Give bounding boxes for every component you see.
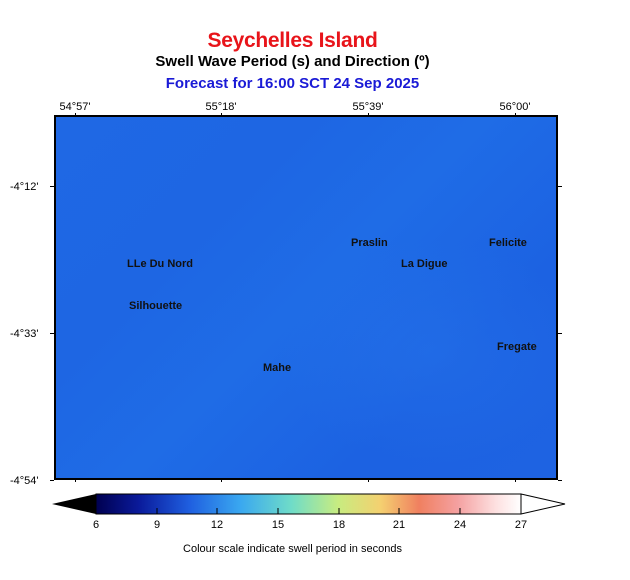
scale-label-18: 18 <box>332 519 346 531</box>
tick-left-1 <box>50 186 54 187</box>
place-lle-du-nord: LLe Du Nord <box>127 258 193 270</box>
colour-scale-ticks <box>95 508 522 514</box>
tick-bottom-3 <box>368 478 369 482</box>
tick-left-3 <box>50 480 54 481</box>
tick-right-1 <box>558 186 562 187</box>
map-subtitle: Swell Wave Period (s) and Direction (º) <box>155 53 430 70</box>
tick-top-1 <box>75 113 76 117</box>
lon-label-2: 55°18' <box>205 101 237 113</box>
scale-label-6: 6 <box>92 519 100 531</box>
tick-top-3 <box>368 113 369 117</box>
lon-label-1: 54°57' <box>59 101 91 113</box>
colour-scale-caption: Colour scale indicate swell period in se… <box>183 543 402 555</box>
tick-right-2 <box>558 333 562 334</box>
place-fregate: Fregate <box>497 341 537 353</box>
swell-period-field <box>56 117 556 478</box>
scale-label-24: 24 <box>453 519 467 531</box>
scale-label-12: 12 <box>210 519 224 531</box>
map-panel <box>54 115 558 480</box>
colour-scale-bar <box>52 493 566 515</box>
tick-bottom-4 <box>515 478 516 482</box>
place-felicite: Felicite <box>489 237 527 249</box>
colour-scale-gradient <box>95 493 522 515</box>
place-praslin: Praslin <box>351 237 388 249</box>
colour-scale-max-arrow <box>520 493 566 515</box>
tick-top-4 <box>515 113 516 117</box>
place-la-digue: La Digue <box>401 258 448 270</box>
scale-label-27: 27 <box>514 519 528 531</box>
tick-bottom-1 <box>75 478 76 482</box>
scale-label-15: 15 <box>271 519 285 531</box>
tick-top-2 <box>221 113 222 117</box>
lon-label-3: 55°39' <box>352 101 384 113</box>
scale-label-21: 21 <box>392 519 406 531</box>
forecast-time: Forecast for 16:00 SCT 24 Sep 2025 <box>165 75 420 92</box>
lon-label-4: 56°00' <box>499 101 531 113</box>
tick-bottom-2 <box>221 478 222 482</box>
lat-label-3: -4°54' <box>10 475 39 487</box>
tick-left-2 <box>50 333 54 334</box>
colour-scale-min-arrow <box>52 494 96 514</box>
place-silhouette: Silhouette <box>129 300 183 312</box>
scale-label-9: 9 <box>153 519 161 531</box>
map-title: Seychelles Island <box>207 29 378 52</box>
lat-label-1: -4°12' <box>10 181 39 193</box>
tick-right-3 <box>558 480 562 481</box>
lat-label-2: -4°33' <box>10 328 39 340</box>
place-mahe: Mahe <box>263 362 292 374</box>
